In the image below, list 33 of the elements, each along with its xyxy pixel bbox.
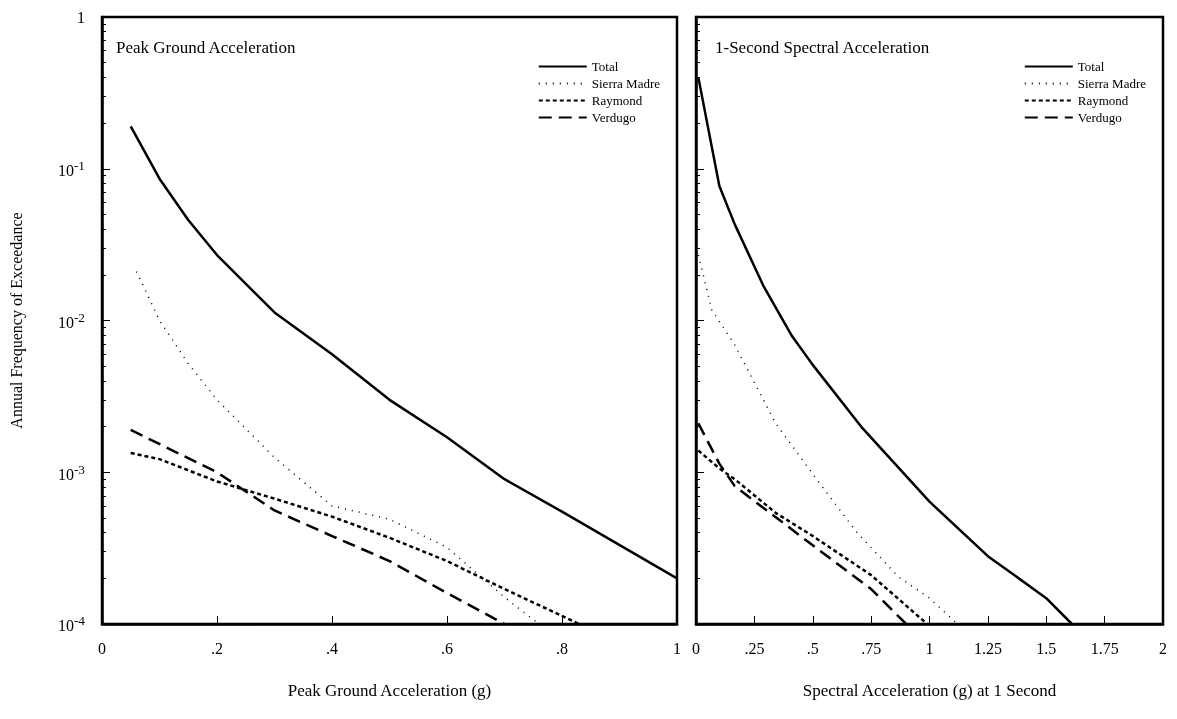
x-tick-label: 0: [692, 639, 700, 657]
x-tick-label: 1: [673, 639, 681, 657]
x-tick-label: 1.5: [1036, 639, 1057, 657]
x-tick-label: 0: [98, 639, 106, 657]
x-tick-label: .25: [744, 639, 765, 657]
text: 1-Second Spectral Acceleration: [715, 38, 930, 57]
y-tick-label: 10$^{-1}$: [57, 157, 85, 182]
legend-label: Total: [1077, 59, 1105, 74]
x-tick-label: .4: [326, 639, 338, 657]
text: Peak Ground Acceleration: [116, 38, 296, 57]
legend-label: Verdugo: [591, 110, 636, 125]
y-axis-title: Annual Frequency of Exceedance: [7, 212, 26, 429]
x-tick-label: 1.75: [1090, 639, 1119, 657]
x-tick-label: 1: [925, 639, 934, 657]
x-axis-title: Peak Ground Acceleration (g): [287, 681, 492, 700]
legend-label: Raymond: [1077, 93, 1129, 108]
x-tick-label: .2: [211, 639, 223, 657]
x-tick-label: .75: [861, 639, 882, 657]
x-axis-title: Spectral Acceleration (g) at 1 Second: [802, 681, 1057, 700]
x-tick-label: .8: [556, 639, 568, 657]
x-tick-label: 1.25: [973, 639, 1002, 657]
y-tick-label: 10$^{-3}$: [57, 460, 85, 485]
legend-label: Raymond: [591, 93, 643, 108]
legend-label: Total: [591, 59, 619, 74]
y-tick-label: 1: [77, 7, 85, 28]
x-tick-label: .5: [806, 639, 819, 657]
y-tick-label: 10$^{-4}$: [57, 612, 85, 637]
legend-label: Verdugo: [1077, 110, 1122, 125]
x-tick-label: .6: [441, 639, 453, 657]
legend-label: Sierra Madre: [1077, 76, 1147, 91]
x-tick-label: 2: [1159, 639, 1167, 657]
y-tick-label: 10$^{-2}$: [57, 308, 85, 334]
legend-label: Sierra Madre: [591, 76, 661, 91]
